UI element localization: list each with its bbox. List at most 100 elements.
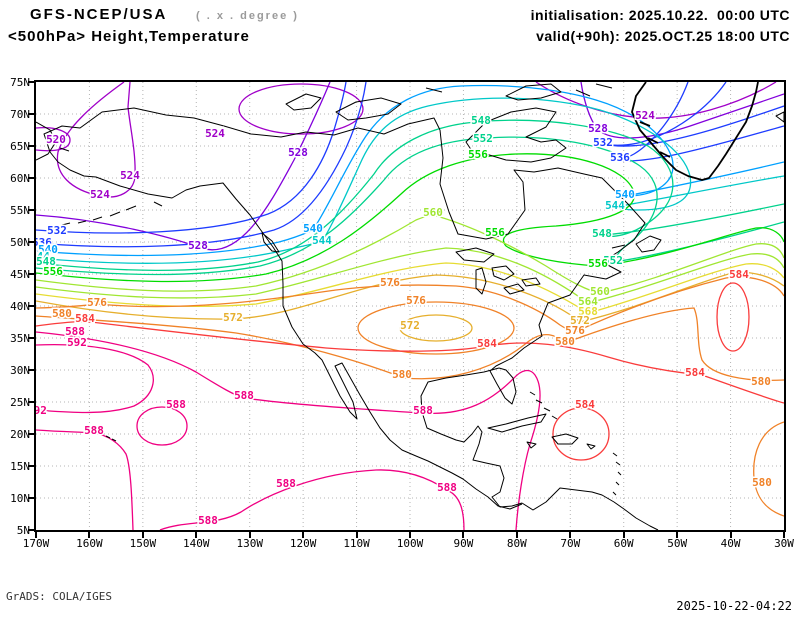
product-title: <500hPa> Height,Temperature <box>8 28 250 45</box>
contour-label-544: 544 <box>312 234 332 247</box>
contour-588 <box>159 469 465 530</box>
lat-axis-label: 35N <box>10 332 30 345</box>
contour-536 <box>36 82 367 248</box>
lon-axis-label: 40W <box>720 537 741 550</box>
contour-556 <box>36 153 784 283</box>
lon-axis-tick <box>195 532 198 538</box>
contour-label-588: 588 <box>413 404 433 417</box>
contour-label-524: 524 <box>635 109 655 122</box>
contour-label-584: 584 <box>75 312 95 325</box>
lat-axis-label: 25N <box>10 396 30 409</box>
contour-label-580: 580 <box>752 476 772 489</box>
contour-label-532: 532 <box>47 224 67 237</box>
contour-532 <box>36 82 347 234</box>
contour-label-552: 552 <box>603 254 623 267</box>
lon-axis-tick <box>515 532 518 538</box>
contour-568 <box>36 262 784 314</box>
contour-label-548: 548 <box>471 114 491 127</box>
contour-label-588: 588 <box>65 325 85 338</box>
contour-588 <box>36 331 541 530</box>
contour-524 <box>56 82 136 198</box>
contour-560 <box>36 214 784 294</box>
coastline <box>59 147 70 152</box>
lon-axis-label: 80W <box>506 537 527 550</box>
contour-label-588: 588 <box>437 481 457 494</box>
contour-label-560: 560 <box>423 206 443 219</box>
contour-572 <box>36 271 784 323</box>
contour-label-584: 584 <box>477 337 497 350</box>
lat-axis-tick <box>28 337 34 339</box>
contour-label-580: 580 <box>392 368 412 381</box>
coastline <box>521 487 659 530</box>
contour-label-524: 524 <box>90 188 110 201</box>
lon-axis-label: 70W <box>560 537 581 550</box>
lon-axis-tick <box>302 532 305 538</box>
lat-axis-tick <box>28 529 34 531</box>
lon-axis-tick <box>409 532 411 538</box>
coastline <box>487 413 547 433</box>
contour-label-524: 524 <box>120 169 140 182</box>
lat-axis-tick <box>28 401 34 403</box>
lat-axis-label: 5N <box>16 524 30 537</box>
grads-credit: GrADS: COLA/IGES <box>6 590 112 603</box>
initialisation-time: initialisation: 2025.10.22. 00:00 UTC <box>530 7 790 23</box>
lat-axis-tick <box>28 81 34 83</box>
lat-axis-label: 15N <box>10 460 30 473</box>
contour-label-560: 560 <box>590 285 610 298</box>
lat-axis-tick <box>28 433 34 435</box>
contour-label-588: 588 <box>84 424 104 437</box>
contour-label-528: 528 <box>288 146 308 159</box>
lon-axis-label: 120W <box>289 537 317 550</box>
contour-label-588: 588 <box>276 477 296 490</box>
lat-axis-tick <box>28 209 34 211</box>
lon-axis-label: 100W <box>396 537 424 550</box>
lon-axis-tick <box>676 532 679 538</box>
contour-576 <box>36 276 784 333</box>
coastline <box>93 427 117 442</box>
coastline <box>611 235 662 253</box>
map-frame: 5205245245245245285285285325325365365405… <box>34 80 786 532</box>
contour-label-524: 524 <box>205 127 225 140</box>
contour-label-576: 576 <box>87 296 107 309</box>
lat-axis-tick <box>28 465 34 467</box>
lon-axis-label: 90W <box>453 537 474 550</box>
contour-label-580: 580 <box>751 375 771 388</box>
contour-label-576: 576 <box>380 276 400 289</box>
coastline <box>631 82 759 181</box>
lat-axis-label: 30N <box>10 364 30 377</box>
coastline <box>36 121 57 161</box>
lon-axis-tick <box>355 532 358 538</box>
valid-time: valid(+90h): 2025.OCT.25 18:00 UTC <box>536 28 790 44</box>
contour-552 <box>36 136 784 276</box>
contour-label-552: 552 <box>473 132 493 145</box>
contour-584 <box>552 407 610 461</box>
coastline <box>335 97 402 121</box>
contour-label-548: 548 <box>592 227 612 240</box>
coastline <box>439 129 646 372</box>
coastline <box>529 391 622 496</box>
lat-axis-label: 75N <box>10 76 30 89</box>
contour-label-548: 548 <box>36 255 56 268</box>
contour-584 <box>716 282 750 352</box>
coastline <box>526 433 596 450</box>
contour-label-544: 544 <box>605 199 625 212</box>
lon-axis-label: 50W <box>667 537 688 550</box>
lon-axis-label: 30W <box>774 537 794 550</box>
lon-axis-tick <box>729 532 732 538</box>
contour-536 <box>609 82 784 162</box>
model-title: GFS-NCEP/USA <box>30 6 168 23</box>
contour-572 <box>399 314 473 342</box>
lat-axis-label: 50N <box>10 236 30 249</box>
lon-axis-tick <box>462 532 465 538</box>
coastlines <box>36 82 784 530</box>
lat-axis-tick <box>28 369 34 371</box>
lat-axis-label: 70N <box>10 108 30 121</box>
contour-label-544: 544 <box>36 250 50 263</box>
contour-label-588: 588 <box>234 389 254 402</box>
lat-axis-tick <box>28 497 34 499</box>
lon-axis-tick <box>35 532 37 538</box>
contour-label-572: 572 <box>223 311 243 324</box>
contour-524 <box>535 82 777 119</box>
contour-label-588: 588 <box>198 514 218 527</box>
